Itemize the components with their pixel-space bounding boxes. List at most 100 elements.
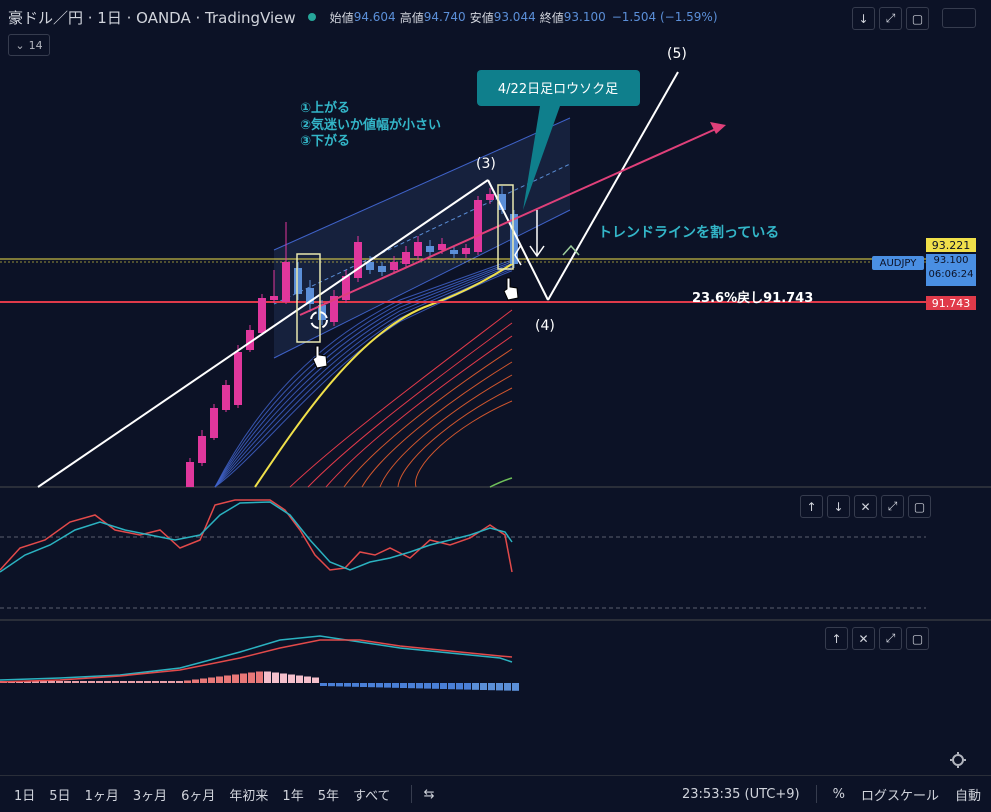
- low-label: 安値: [469, 10, 494, 25]
- macd-bar: [360, 683, 367, 687]
- macd-bar: [264, 671, 271, 683]
- macd-bar: [368, 683, 375, 688]
- gear-icon[interactable]: [950, 752, 966, 768]
- close-icon[interactable]: ✕: [852, 627, 875, 650]
- macd-bar: [40, 681, 47, 683]
- restore-icon[interactable]: ▢: [908, 495, 931, 518]
- close-label: 終値: [539, 10, 564, 25]
- candle-body: [510, 214, 518, 264]
- restore-icon[interactable]: ▢: [906, 627, 929, 650]
- macd-bar: [408, 683, 415, 689]
- macd-bar: [456, 683, 463, 690]
- bottom-right-controls: 23:53:35 (UTC+9) % ログスケール 自動: [682, 785, 981, 804]
- ribbon-line: [307, 322, 513, 488]
- trendline[interactable]: [299, 127, 719, 316]
- clock-time[interactable]: 23:53:35 (UTC+9): [682, 786, 800, 802]
- indicator-legend-chip[interactable]: ⌄ 14: [8, 34, 50, 56]
- macd-bar: [440, 683, 447, 689]
- timeframe-3m[interactable]: 3ヶ月: [132, 788, 168, 804]
- callout-text: 4/22日足ロウソク足: [498, 82, 618, 97]
- candle-body: [342, 276, 350, 300]
- restore-icon[interactable]: ▢: [906, 7, 929, 30]
- up-arrow-icon[interactable]: ↑: [800, 495, 823, 518]
- macd-bar: [296, 675, 303, 683]
- stochastic-pane[interactable]: [0, 499, 926, 609]
- current-price-tag[interactable]: 93.100 06:06:24: [926, 254, 976, 286]
- open-value: 94.604: [353, 10, 396, 24]
- macd-pane[interactable]: [0, 635, 519, 691]
- macd-bar: [488, 683, 495, 691]
- down-arrow-icon[interactable]: ↓: [827, 495, 850, 518]
- fullscreen-icon[interactable]: ⤢: [879, 7, 902, 30]
- date-range-icon[interactable]: ⇆: [423, 786, 435, 802]
- fullscreen-icon[interactable]: ⤢: [881, 495, 904, 518]
- ribbon-line: [379, 374, 513, 488]
- candle-body: [306, 288, 314, 304]
- macd-bar: [480, 683, 487, 690]
- fullscreen-icon[interactable]: ⤢: [879, 627, 902, 650]
- candle-body: [486, 194, 494, 200]
- market-status-dot-icon: [307, 13, 316, 21]
- percent-toggle[interactable]: %: [832, 786, 845, 802]
- macd-bar: [96, 681, 103, 683]
- ribbon-line: [325, 335, 513, 488]
- macd-bar: [432, 683, 439, 689]
- macd-bar: [280, 673, 287, 683]
- red-level-tag[interactable]: 91.743: [926, 296, 976, 310]
- main-price-pane[interactable]: 4/22日足ロウソク足 ①上がる ②気迷いか値幅が小さい ③下がる トレンドライ…: [0, 46, 926, 488]
- high-label: 高値: [399, 10, 424, 25]
- ribbon-line: [361, 361, 513, 488]
- ribbon-line: [343, 348, 513, 488]
- auto-scale-toggle[interactable]: 自動: [954, 788, 981, 804]
- macd-bar: [232, 674, 239, 683]
- wave-line-3[interactable]: [547, 71, 679, 301]
- macd-bar: [512, 683, 519, 691]
- price-scale-box[interactable]: [942, 8, 976, 28]
- wave-line-1[interactable]: [37, 179, 489, 488]
- highlight-box-1[interactable]: [296, 253, 321, 343]
- macd-bar: [112, 681, 119, 683]
- candle-body: [438, 244, 446, 250]
- bottom-toolbar: 1日 5日 1ヶ月 3ヶ月 6ヶ月 年初来 1年 5年 すべて ⇆ 23:53:…: [0, 775, 991, 812]
- log-scale-toggle[interactable]: ログスケール: [860, 788, 939, 804]
- timeframe-1m[interactable]: 1ヶ月: [84, 788, 119, 804]
- timeframe-5d[interactable]: 5日: [49, 788, 71, 804]
- macd-bar: [256, 671, 263, 683]
- candle-body: [246, 330, 254, 350]
- macd-bar: [376, 683, 383, 688]
- close-icon[interactable]: ✕: [854, 495, 877, 518]
- chevron-down-icon: ⌄: [15, 38, 25, 52]
- macd-bar: [248, 672, 255, 683]
- timeframe-ytd[interactable]: 年初来: [229, 788, 269, 804]
- hand-pointer-icon: [312, 345, 328, 369]
- ribbon-line: [289, 309, 513, 488]
- macd-bar: [176, 681, 183, 683]
- timeframe-1d[interactable]: 1日: [14, 788, 36, 804]
- highlight-box-2[interactable]: [497, 184, 514, 270]
- macd-pane-toolbar: ↑ ✕ ⤢ ▢: [825, 627, 929, 650]
- macd-line: [0, 635, 513, 681]
- candle-body: [402, 252, 410, 264]
- green-ma-line: [489, 477, 513, 488]
- timeframe-6m[interactable]: 6ヶ月: [181, 788, 216, 804]
- symbol-title[interactable]: 豪ドル／円 · 1日 · OANDA · TradingView: [8, 8, 296, 27]
- macd-bar: [384, 683, 391, 688]
- down-arrow-icon[interactable]: ↓: [852, 7, 875, 30]
- macd-bar: [224, 675, 231, 683]
- main-pane-toolbar: ↓ ⤢ ▢: [852, 7, 929, 30]
- macd-bar: [88, 681, 95, 683]
- callout-box[interactable]: [477, 70, 640, 106]
- indicator-chip-value: 14: [28, 38, 43, 52]
- ribbon-line: [214, 259, 513, 488]
- timeframe-5y[interactable]: 5年: [317, 788, 339, 804]
- timeframe-1y[interactable]: 1年: [282, 788, 304, 804]
- yellow-level-tag[interactable]: 93.221: [926, 238, 976, 252]
- up-arrow-icon[interactable]: ↑: [825, 627, 848, 650]
- channel-mid-line: [273, 163, 571, 305]
- macd-bar: [320, 683, 327, 686]
- macd-bar: [392, 683, 399, 688]
- macd-bar: [128, 681, 135, 683]
- candle-body: [498, 194, 506, 210]
- timeframe-all[interactable]: すべて: [352, 788, 391, 804]
